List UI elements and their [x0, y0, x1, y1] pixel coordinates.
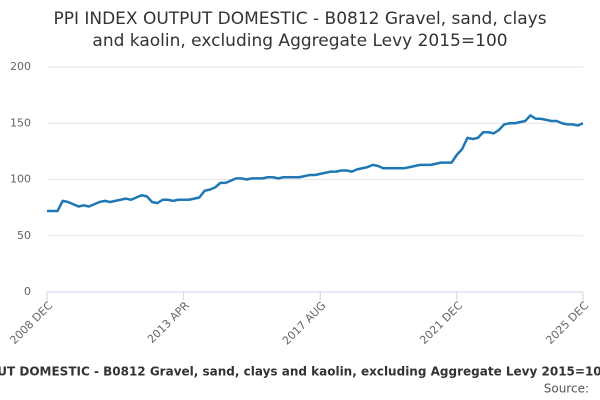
x-tick-label: 2025 DEC [543, 299, 591, 347]
x-tick-label: 2021 DEC [417, 299, 465, 347]
y-tick-label: 100 [10, 173, 31, 186]
y-tick-label: 150 [10, 116, 31, 129]
x-tick-label: 2008 DEC [7, 299, 55, 347]
data-line [47, 114, 584, 213]
footer: PPI INDEX OUTPUT DOMESTIC - B0812 Gravel… [0, 365, 600, 379]
y-tick-label: 0 [24, 285, 31, 298]
y-tick-label: 50 [17, 229, 31, 242]
y-tick-label: 200 [10, 60, 31, 73]
x-tick-label: 2017 AUG [280, 299, 329, 348]
source: Source: [544, 382, 589, 396]
x-tick-label: 2013 APR [145, 299, 192, 346]
chart-title: and kaolin, excluding Aggregate Levy 201… [92, 31, 507, 51]
chart-title: PPI INDEX OUTPUT DOMESTIC - B0812 Gravel… [53, 9, 546, 29]
